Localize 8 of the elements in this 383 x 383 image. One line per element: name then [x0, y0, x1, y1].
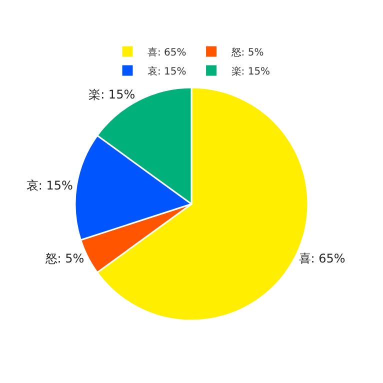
- legend-label: 喜: 65%: [148, 46, 186, 58]
- slice-label: 喜: 65%: [298, 251, 346, 266]
- legend-label: 哀: 15%: [148, 65, 186, 78]
- slice-label: 楽: 15%: [88, 88, 136, 102]
- legend-label: 怒: 5%: [230, 46, 264, 58]
- slice-label: 哀: 15%: [26, 178, 73, 193]
- legend-label: 楽: 15%: [231, 65, 270, 78]
- slice-label: 怒: 5%: [44, 251, 84, 266]
